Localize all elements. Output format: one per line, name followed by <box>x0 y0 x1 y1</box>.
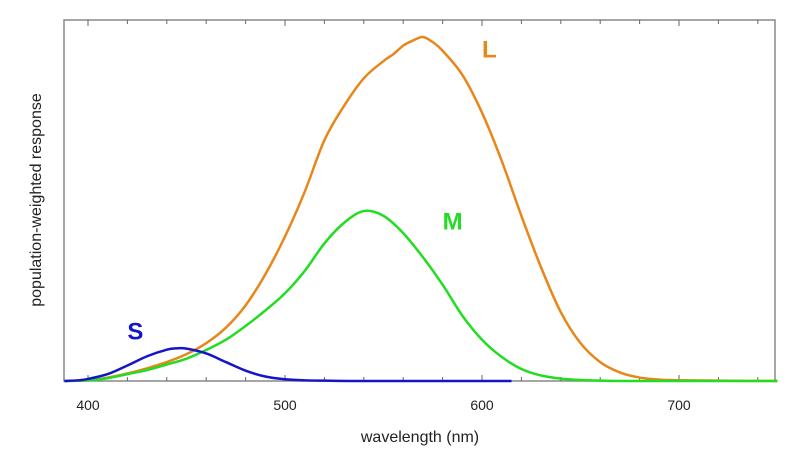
x-tick-label: 500 <box>273 397 297 413</box>
x-tick-label: 400 <box>76 397 100 413</box>
plot-frame <box>63 19 776 382</box>
series-line-L <box>64 35 778 383</box>
x-tick-label: 600 <box>470 397 494 413</box>
series-label-M: M <box>443 209 463 236</box>
x-axis-label: wavelength (nm) <box>360 429 479 446</box>
series-line-S <box>64 346 512 383</box>
series-label-S: S <box>127 319 143 346</box>
series-line-M <box>64 209 778 383</box>
y-axis-label: population-weighted response <box>28 93 45 307</box>
x-tick-label: 700 <box>667 397 691 413</box>
series-label-L: L <box>482 37 497 64</box>
